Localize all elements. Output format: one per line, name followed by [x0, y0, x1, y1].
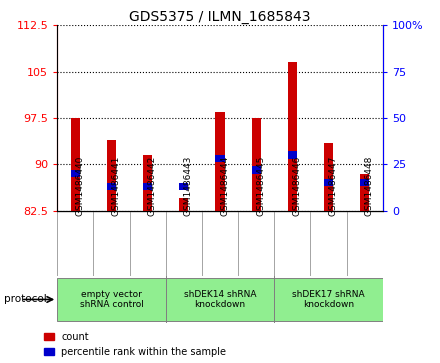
- Text: empty vector
shRNA control: empty vector shRNA control: [80, 290, 143, 309]
- Text: GSM1486442: GSM1486442: [148, 155, 157, 216]
- Bar: [107, 140, 116, 211]
- Bar: [143, 155, 152, 211]
- Bar: [57, 278, 166, 321]
- Bar: [216, 112, 224, 211]
- Text: GSM1486440: GSM1486440: [75, 155, 84, 216]
- Bar: [360, 179, 369, 187]
- Text: GSM1486445: GSM1486445: [256, 155, 265, 216]
- Legend: count, percentile rank within the sample: count, percentile rank within the sample: [40, 328, 230, 360]
- Text: GSM1486443: GSM1486443: [184, 155, 193, 216]
- Bar: [288, 151, 297, 159]
- Bar: [143, 183, 152, 190]
- Text: GSM1486448: GSM1486448: [365, 155, 374, 216]
- Bar: [274, 278, 383, 321]
- Bar: [216, 155, 224, 162]
- Bar: [288, 62, 297, 211]
- Text: GSM1486441: GSM1486441: [111, 155, 121, 216]
- Bar: [166, 278, 274, 321]
- Text: protocol: protocol: [4, 294, 47, 305]
- Text: GSM1486444: GSM1486444: [220, 155, 229, 216]
- Text: GSM1486446: GSM1486446: [292, 155, 301, 216]
- Bar: [252, 118, 260, 211]
- Bar: [360, 174, 369, 211]
- Bar: [107, 183, 116, 190]
- Bar: [324, 143, 333, 211]
- Bar: [71, 170, 80, 177]
- Text: GSM1486447: GSM1486447: [329, 155, 337, 216]
- Title: GDS5375 / ILMN_1685843: GDS5375 / ILMN_1685843: [129, 11, 311, 24]
- Bar: [180, 183, 188, 190]
- Bar: [252, 166, 260, 174]
- Bar: [180, 198, 188, 211]
- Bar: [71, 118, 80, 211]
- Text: shDEK14 shRNA
knockdown: shDEK14 shRNA knockdown: [184, 290, 256, 309]
- Text: shDEK17 shRNA
knockdown: shDEK17 shRNA knockdown: [292, 290, 365, 309]
- Bar: [324, 179, 333, 187]
